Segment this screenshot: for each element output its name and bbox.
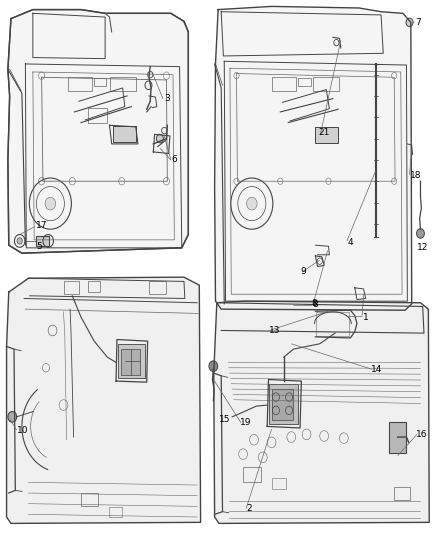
Polygon shape [214,301,429,523]
Text: 21: 21 [318,128,329,136]
Bar [88,108,107,123]
Bar [64,281,79,294]
Text: 1: 1 [363,313,368,321]
Circle shape [406,18,413,27]
Text: 16: 16 [416,430,427,439]
Text: 13: 13 [268,326,280,335]
Bar [315,127,338,143]
Text: 14: 14 [371,365,383,374]
Circle shape [417,229,424,238]
Circle shape [247,197,257,210]
Bar [113,126,136,142]
Circle shape [17,238,22,244]
Text: 8: 8 [312,301,318,309]
Text: 18: 18 [410,172,421,180]
Bar [272,77,296,91]
Circle shape [45,197,56,210]
Text: 8: 8 [312,300,318,308]
Text: 12: 12 [417,243,428,252]
Bar [269,384,298,424]
Bar [110,77,136,91]
Text: 17: 17 [36,221,47,230]
Bar [149,281,166,294]
Bar [298,78,311,86]
Text: 2: 2 [247,504,252,513]
Text: 5: 5 [36,243,42,251]
Polygon shape [215,6,412,310]
Bar [94,78,106,86]
Text: 9: 9 [300,268,306,276]
Text: 15: 15 [219,415,231,424]
Bar [272,389,293,420]
Circle shape [156,134,163,143]
Text: 4: 4 [347,238,353,247]
Bar [394,487,410,500]
Text: 6: 6 [172,156,177,164]
Bar [272,478,286,489]
Bar [81,493,98,506]
Bar [313,77,339,91]
Polygon shape [7,277,201,523]
Bar [118,344,145,378]
Bar [121,349,140,375]
Bar [109,507,122,517]
Bar [316,312,349,336]
Text: 3: 3 [164,94,170,103]
Circle shape [8,411,17,422]
Bar [36,236,49,246]
Bar [88,281,100,292]
Text: 7: 7 [415,18,420,27]
Polygon shape [8,10,188,253]
Text: 10: 10 [17,426,28,434]
Bar [243,467,261,482]
Text: 19: 19 [240,418,251,427]
Bar [68,77,92,91]
Circle shape [209,361,218,372]
Bar [389,422,406,453]
